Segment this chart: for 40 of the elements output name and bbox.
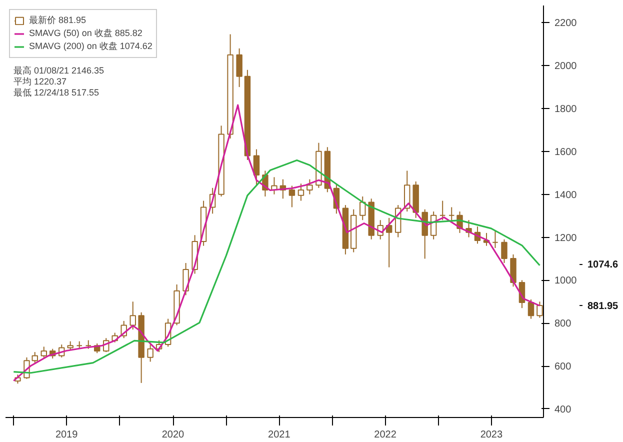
candlestick xyxy=(288,185,296,208)
candlestick xyxy=(439,200,446,221)
candlestick xyxy=(40,346,48,358)
candlestick xyxy=(147,344,154,362)
y-tick-label: 400 xyxy=(554,404,572,416)
candlestick xyxy=(306,178,313,195)
candlestick xyxy=(236,48,242,88)
y-tick-label: 800 xyxy=(554,318,572,330)
x-tick-label: 2020 xyxy=(162,430,185,440)
annotation: 最高 01/08/21 2146.35 xyxy=(14,66,104,76)
y-tick-label: 1400 xyxy=(554,190,578,201)
candlestick xyxy=(298,183,304,202)
y2-tick-label: 881.95 xyxy=(588,301,619,312)
candlestick xyxy=(501,238,508,264)
annotation: 最低 12/24/18 517.55 xyxy=(14,88,100,98)
legend-label: SMAVG (50) on 收盘 885.82 xyxy=(29,27,142,40)
candlestick xyxy=(492,230,498,248)
candlestick xyxy=(360,196,366,221)
x-tick-label: 2022 xyxy=(374,430,397,440)
candlestick xyxy=(32,352,38,364)
candlestick xyxy=(528,298,534,320)
candlestick xyxy=(253,148,260,186)
x-tick-label: 2019 xyxy=(55,430,78,440)
y2-tick-label: 1074.6 xyxy=(588,260,619,271)
annotation: 平均 1220.37 xyxy=(14,76,67,86)
y-tick-label: 1600 xyxy=(554,146,578,158)
legend-label: 最新价 881.95 xyxy=(29,14,86,27)
y-tick-label: 1200 xyxy=(554,232,578,244)
y-tick-label: 600 xyxy=(554,362,572,372)
x-tick-label: 2023 xyxy=(480,430,504,440)
candlestick xyxy=(536,301,543,318)
legend-label: SMAVG (200) on 收盘 1074.62 xyxy=(29,40,152,53)
y-tick-label: 1800 xyxy=(554,104,578,115)
candlestick xyxy=(130,301,136,330)
x-tick-label: 2021 xyxy=(268,430,291,440)
candlestick xyxy=(448,206,455,223)
y-tick-label: 1000 xyxy=(554,276,578,287)
candlestick xyxy=(182,262,189,296)
y-tick-label: 2000 xyxy=(554,61,578,72)
y-tick-label: 2200 xyxy=(554,18,578,30)
